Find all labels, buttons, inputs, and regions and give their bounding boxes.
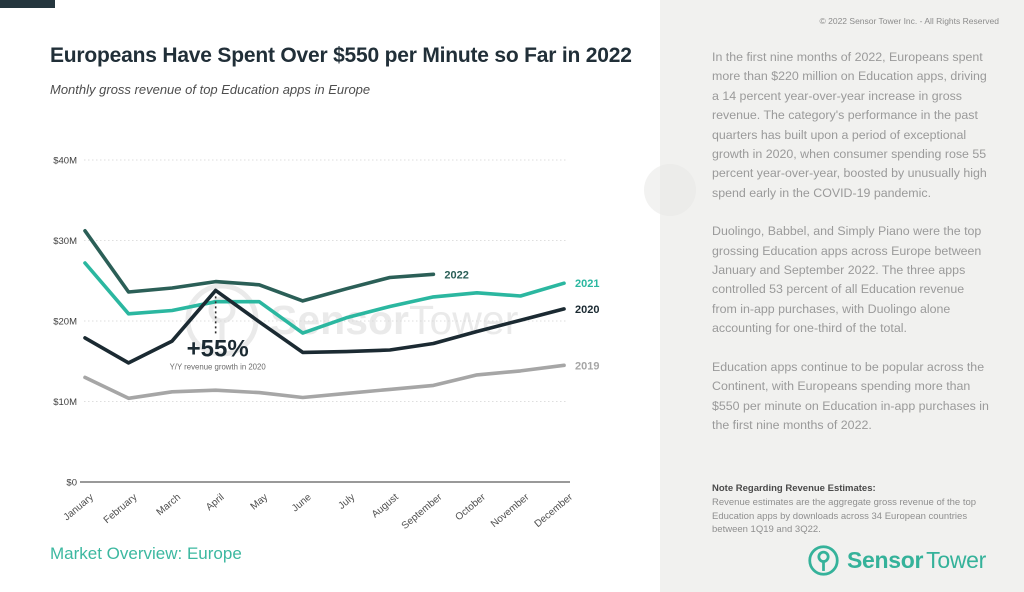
y-axis-label: $10M <box>53 397 77 408</box>
x-axis-label: February <box>102 492 140 526</box>
series-label-2020: 2020 <box>575 304 599 316</box>
x-axis-label: July <box>337 492 358 512</box>
series-line-2022 <box>83 229 436 303</box>
line-chart: $40M $30M $20M $10M $0 January February March Ap… <box>53 156 599 532</box>
y-axis-label: $20M <box>53 317 77 328</box>
market-overview-label: Market Overview: Europe <box>50 544 242 563</box>
series-label-2021: 2021 <box>575 278 599 290</box>
x-axis-label: August <box>370 492 401 521</box>
corner-accent-bar <box>0 0 55 8</box>
x-axis-label: March <box>155 492 183 518</box>
x-axis-label: September <box>400 491 445 531</box>
x-axis-label: October <box>454 491 489 523</box>
x-axis-label: November <box>489 491 532 530</box>
page-title: Europeans Have Spent Over $550 per Minut… <box>50 44 632 67</box>
sensor-tower-logo: Sensor Tower <box>807 544 986 577</box>
panel-paragraph: In the first nine months of 2022, Europe… <box>712 50 987 200</box>
panel-paragraph: Duolingo, Babbel, and Simply Piano were … <box>712 224 982 336</box>
series-label-2019: 2019 <box>575 360 599 372</box>
x-axis-label: April <box>204 492 226 513</box>
right-panel: © 2022 Sensor Tower Inc. - All Rights Re… <box>660 0 1024 592</box>
annotation-headline: +55% <box>187 335 249 362</box>
page-subtitle: Monthly gross revenue of top Education a… <box>50 82 371 97</box>
series-line-2021 <box>83 261 566 335</box>
y-axis-label: $40M <box>53 156 77 167</box>
sensor-tower-logo-text: Sensor Tower <box>846 547 986 573</box>
watermark-circle-fragment <box>644 164 696 216</box>
note-block: Note Regarding Revenue Estimates: Revenu… <box>712 483 1000 537</box>
y-axis-label: $0 <box>66 478 77 489</box>
series-label-2022: 2022 <box>444 269 468 281</box>
y-axis-label: $30M <box>53 236 77 247</box>
series-line-2019 <box>83 363 566 401</box>
copyright-text: © 2022 Sensor Tower Inc. - All Rights Re… <box>819 16 1000 26</box>
series-line-2020 <box>83 288 566 365</box>
x-axis-label: December <box>533 491 576 530</box>
note-title: Note Regarding Revenue Estimates: <box>712 483 876 494</box>
annotation-subtext: Y/Y revenue growth in 2020 <box>170 362 267 371</box>
x-axis-label: January <box>62 492 96 523</box>
panel-paragraph: Education apps continue to be popular ac… <box>712 359 989 432</box>
panel-paragraphs: In the first nine months of 2022, Europe… <box>712 48 990 454</box>
sensor-tower-logo-icon <box>808 545 839 576</box>
x-axis-label: June <box>290 492 314 515</box>
x-axis-label: May <box>249 492 271 513</box>
note-body: Revenue estimates are the aggregate gros… <box>712 497 977 535</box>
